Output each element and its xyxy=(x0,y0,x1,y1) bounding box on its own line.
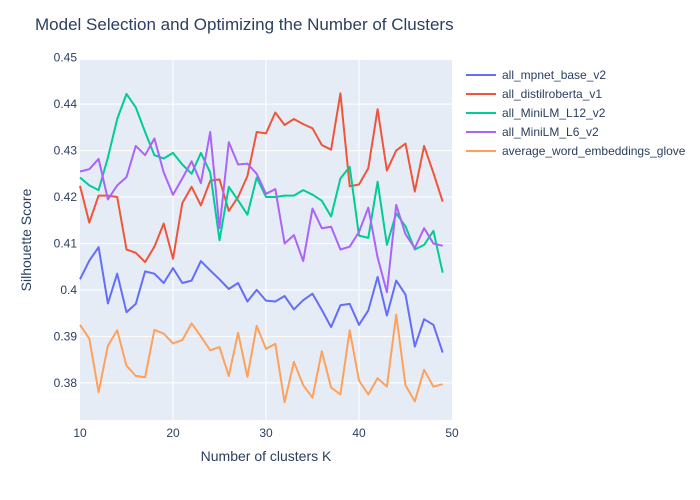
legend-item-all_mpnet_base_v2[interactable]: all_mpnet_base_v2 xyxy=(466,68,606,82)
y-tick-label: 0.45 xyxy=(54,51,78,65)
series-line-all_distilroberta_v1 xyxy=(79,92,444,264)
legend-label: average_word_embeddings_glove xyxy=(502,144,686,158)
series-line-all_MiniLM_L6_v2 xyxy=(79,131,443,294)
legend-item-average_word_embeddings_glove[interactable]: average_word_embeddings_glove xyxy=(466,144,686,158)
series-line-average_word_embeddings_glove xyxy=(79,313,443,404)
y-tick-label: 0.4 xyxy=(60,283,77,297)
legend[interactable]: all_mpnet_base_v2 all_distilroberta_v1all… xyxy=(466,68,686,158)
series-line-all_MiniLM_L12_v2 xyxy=(79,92,444,273)
x-axis-title: Number of clusters K xyxy=(201,448,332,464)
x-tick-label: 20 xyxy=(166,426,180,440)
legend-item-all_distilroberta_v1[interactable]: all_distilroberta_v1 xyxy=(466,87,602,101)
y-axis-ticks: 0.38 0.39 0.4 0.41 0.42 0.43 0.44 0.45 xyxy=(54,51,78,390)
y-tick-label: 0.39 xyxy=(54,329,78,343)
legend-label: all_distilroberta_v1 xyxy=(502,87,602,101)
y-tick-label: 0.42 xyxy=(54,190,78,204)
legend-item-all_MiniLM_L6_v2[interactable]: all_MiniLM_L6_v2 xyxy=(466,125,599,139)
y-axis-title: Silhouette Score xyxy=(18,188,34,291)
y-tick-label: 0.41 xyxy=(54,236,78,250)
x-axis-ticks: 10 20 30 40 50 xyxy=(73,426,459,440)
legend-item-all_MiniLM_L12_v2[interactable]: all_MiniLM_L12_v2 xyxy=(466,106,606,120)
series-layer xyxy=(79,92,444,404)
legend-label: all_mpnet_base_v2 xyxy=(502,68,606,82)
x-tick-label: 10 xyxy=(73,426,87,440)
x-tick-label: 50 xyxy=(445,426,459,440)
chart-title: Model Selection and Optimizing the Numbe… xyxy=(35,15,454,34)
series-line-all_mpnet_base_v2 xyxy=(79,246,444,353)
y-tick-label: 0.43 xyxy=(54,144,78,158)
y-tick-label: 0.44 xyxy=(54,97,78,111)
legend-label: all_MiniLM_L12_v2 xyxy=(502,106,606,120)
y-tick-label: 0.38 xyxy=(54,376,78,390)
grid xyxy=(80,57,452,420)
x-tick-label: 30 xyxy=(259,426,273,440)
legend-label: all_MiniLM_L6_v2 xyxy=(502,125,599,139)
x-tick-label: 40 xyxy=(352,426,366,440)
